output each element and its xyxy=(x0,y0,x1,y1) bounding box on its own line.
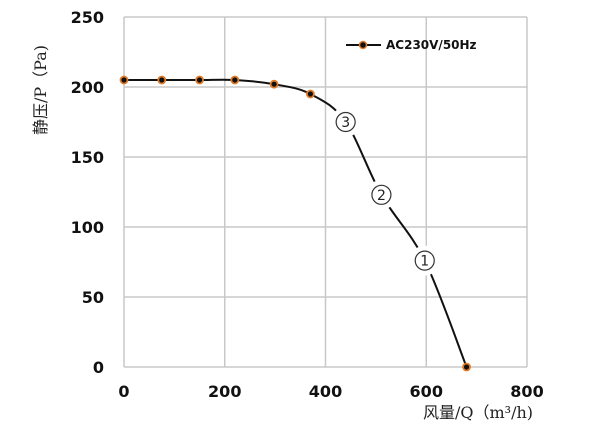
legend-marker xyxy=(358,40,368,50)
x-tick-label: 800 xyxy=(510,382,543,401)
data-point xyxy=(230,75,240,85)
data-point xyxy=(305,89,315,99)
x-tick-label: 0 xyxy=(118,382,129,401)
y-axis-title: 静压/P（Pa) xyxy=(31,45,50,135)
legend: AC230V/50Hz xyxy=(346,38,477,52)
y-tick-label: 50 xyxy=(82,288,104,307)
x-tick-label: 400 xyxy=(309,382,342,401)
y-tick-label: 150 xyxy=(71,148,104,167)
label-circle xyxy=(371,184,392,205)
data-point xyxy=(269,79,279,89)
data-point xyxy=(157,75,167,85)
label-circle xyxy=(414,250,435,271)
x-tick-label: 600 xyxy=(410,382,443,401)
data-point xyxy=(119,75,129,85)
label-number: 2 xyxy=(377,188,386,204)
y-tick-label: 250 xyxy=(71,8,104,27)
label-circle xyxy=(335,111,356,133)
y-tick-label: 0 xyxy=(93,358,104,377)
label-number: 3 xyxy=(341,115,350,131)
grid xyxy=(123,16,528,368)
y-tick-label: 100 xyxy=(71,218,104,237)
curve-label: 2 xyxy=(366,179,397,210)
data-point xyxy=(195,75,204,85)
legend-label: AC230V/50Hz xyxy=(386,38,477,52)
series-markers xyxy=(119,75,471,372)
x-tick-label: 200 xyxy=(208,382,241,401)
label-number: 1 xyxy=(420,254,429,270)
curve-label: 3 xyxy=(330,107,361,137)
series-line xyxy=(123,78,468,368)
data-point xyxy=(462,362,471,372)
x-axis-title: 风量/Q（m³/h) xyxy=(423,403,533,422)
tick-labels: 0 200 400 600 800 0 50 100 150 200 250 xyxy=(71,8,544,401)
y-tick-label: 200 xyxy=(71,78,104,97)
curve-label: 1 xyxy=(409,245,440,276)
annotations: 3 2 1 xyxy=(330,107,440,276)
